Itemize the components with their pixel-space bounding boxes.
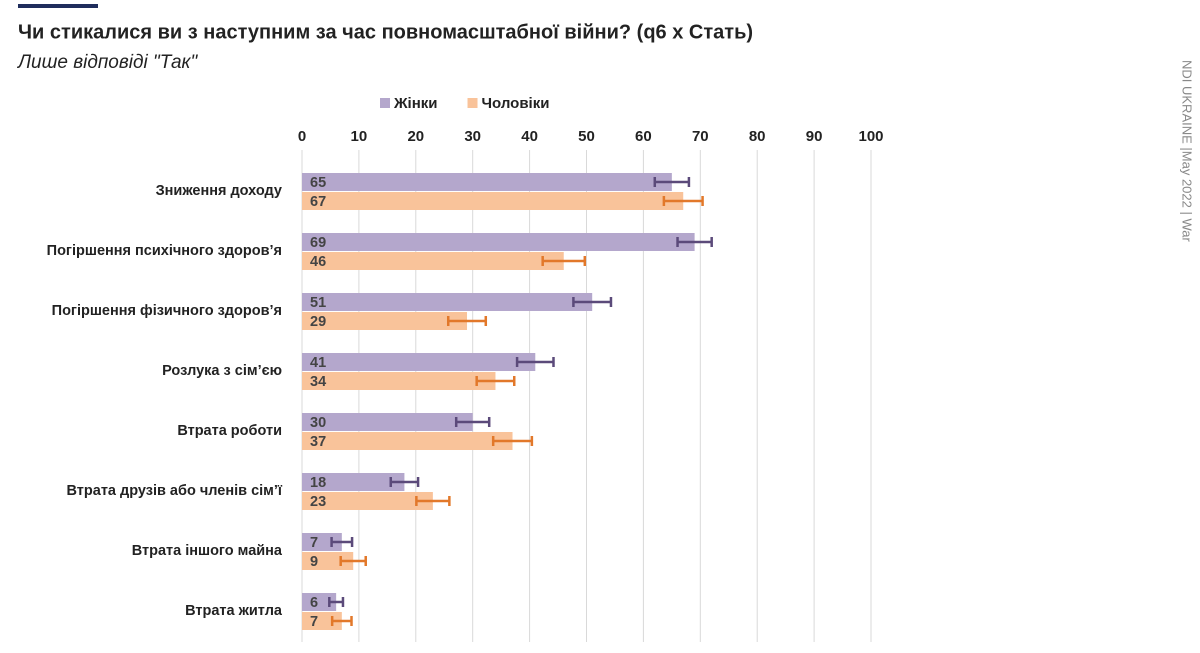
error-bar [328,597,345,607]
bar [302,233,695,251]
bar [302,293,593,311]
value-label: 29 [310,314,326,330]
accent-bar [18,4,98,8]
chart-title: Чи стикалися ви з наступним за час повно… [18,21,753,43]
error-bar [415,496,451,506]
bar [302,413,473,431]
error-bar [454,417,491,427]
x-tick-label: 50 [578,128,595,145]
value-label: 51 [310,295,326,311]
value-label: 6 [310,595,318,611]
error-bar [330,537,354,547]
value-label: 18 [310,475,326,491]
bar [302,252,564,270]
error-bar [339,556,367,566]
legend-label: Чоловіки [482,95,550,112]
bar [302,492,433,510]
legend-label: Жінки [393,95,438,112]
legend-swatch [467,98,478,108]
error-bar [572,297,613,307]
error-bar [662,196,704,206]
category-label: Погіршення психічного здоров’я [47,243,282,259]
error-bar [676,237,713,247]
bar [302,192,684,210]
error-bar [330,616,353,626]
value-label: 23 [310,494,326,510]
bar [302,432,513,450]
bar [302,353,536,371]
error-bar [515,357,555,367]
category-label: Зниження доходу [156,183,282,199]
value-label: 41 [310,355,326,371]
value-label: 34 [310,374,326,390]
source-note: NDI UKRAINE |May 2022 | War [1180,60,1195,242]
error-bar [541,256,587,266]
bar [302,473,405,491]
value-label: 65 [310,175,326,191]
value-label: 30 [310,415,326,431]
x-tick-label: 80 [749,128,766,145]
error-bar [491,436,534,446]
x-tick-label: 30 [464,128,481,145]
x-tick-label: 100 [858,128,883,145]
value-label: 37 [310,434,326,450]
category-label: Втрата друзів або членів сім’ї [67,483,283,499]
x-tick-label: 40 [521,128,538,145]
bar [302,312,468,330]
value-label: 7 [310,535,318,551]
bar [302,372,496,390]
value-label: 9 [310,554,318,570]
value-label: 69 [310,235,326,251]
x-tick-label: 70 [692,128,709,145]
category-label: Втрата іншого майна [132,543,283,559]
value-label: 46 [310,254,326,270]
chart-subtitle: Лише відповіді "Так" [16,52,198,73]
category-label: Розлука з сім’єю [162,363,282,379]
bar [302,593,337,611]
category-label: Погіршення фізичного здоров’я [52,303,282,319]
x-tick-label: 20 [407,128,424,145]
x-tick-label: 90 [806,128,823,145]
legend-swatch [380,98,390,108]
error-bar [446,316,488,326]
error-bar [475,376,516,386]
error-bar [653,177,691,187]
value-label: 67 [310,194,326,210]
x-tick-label: 10 [351,128,368,145]
category-label: Втрата житла [185,603,283,619]
value-label: 7 [310,614,318,630]
x-tick-label: 60 [635,128,652,145]
x-tick-label: 0 [298,128,306,145]
bar [302,173,672,191]
error-bar [389,477,420,487]
category-label: Втрата роботи [177,423,282,439]
